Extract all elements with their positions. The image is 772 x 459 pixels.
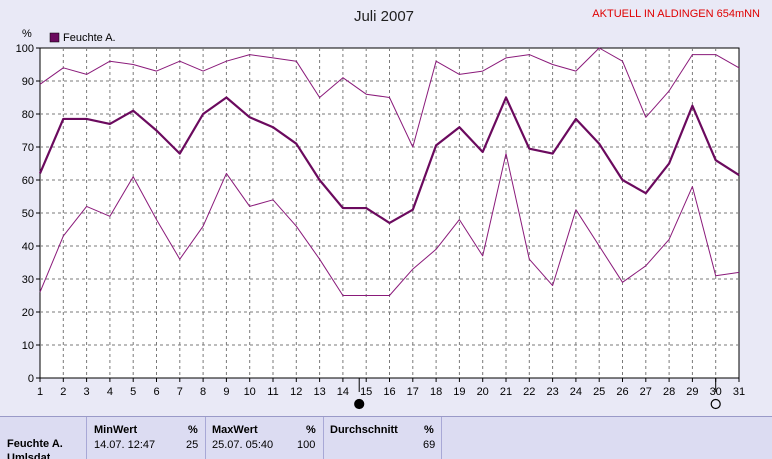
series-line-max (39, 47, 740, 148)
x-tick-label: 16 (383, 386, 395, 398)
x-tick-label: 27 (640, 386, 652, 398)
series-line-mean (38, 96, 740, 224)
x-tick-label: 14 (337, 386, 349, 398)
y-axis-unit: % (22, 28, 32, 40)
avg-value: 69 (423, 439, 436, 451)
x-tick-label: 20 (477, 386, 489, 398)
statistics-panel: Feuchte A. Umlsdat MinWert % 14.07. 12:4… (0, 416, 772, 459)
y-tick-label: 70 (22, 142, 34, 154)
x-tick-label: 13 (313, 386, 325, 398)
avg-header: Durchschnitt (330, 424, 398, 436)
divider (86, 417, 87, 459)
x-tick-label: 9 (223, 386, 229, 398)
x-tick-label: 22 (523, 386, 535, 398)
x-tick-label: 8 (200, 386, 206, 398)
x-tick-label: 2 (60, 386, 66, 398)
x-tick-labels: 1 2 3 4 5 6 7 8 9 10 11 12 13 14 15 16 17 18 19 20 21 22 23 24 2… (37, 378, 745, 398)
x-tick-label: 24 (570, 386, 582, 398)
max-unit: % (306, 424, 316, 436)
x-tick-label: 19 (453, 386, 465, 398)
y-tick-label: 80 (22, 109, 34, 121)
divider (205, 417, 206, 459)
x-tick-label: 28 (663, 386, 675, 398)
legend-swatch (49, 32, 60, 43)
y-tick-label: 60 (22, 175, 34, 187)
series-line-min (39, 153, 740, 296)
y-tick-label: 100 (16, 43, 34, 55)
max-date: 25.07. 05:40 (212, 439, 274, 451)
divider (323, 417, 324, 459)
divider (441, 417, 442, 459)
stats-row-label-2: Umlsdat (7, 452, 51, 459)
y-tick-label: 10 (22, 340, 34, 352)
new-moon-icon (710, 398, 721, 410)
x-tick-label: 12 (290, 386, 302, 398)
max-value: 100 (297, 439, 316, 451)
x-tick-label: 6 (153, 386, 159, 398)
y-tick-label: 20 (22, 307, 34, 319)
x-tick-label: 29 (686, 386, 698, 398)
min-unit: % (188, 424, 198, 436)
x-tick-label: 4 (107, 386, 113, 398)
avg-unit: % (424, 424, 434, 436)
y-tick-label: 50 (22, 208, 34, 220)
y-tick-labels: 0 10 20 30 40 50 60 70 80 90 100 (16, 43, 40, 385)
station-label: AKTUELL IN ALDINGEN 654mNN (592, 8, 760, 20)
x-tick-label: 11 (267, 386, 278, 398)
x-tick-label: 1 (37, 386, 43, 398)
y-tick-label: 30 (22, 274, 34, 286)
x-tick-label: 26 (616, 386, 628, 398)
x-tick-label: 31 (733, 386, 745, 398)
x-tick-label: 3 (84, 386, 90, 398)
max-header: MaxWert (212, 424, 258, 436)
x-tick-label: 10 (244, 386, 256, 398)
moon-markers (354, 378, 721, 410)
x-tick-label: 15 (360, 386, 372, 398)
x-tick-label: 25 (593, 386, 605, 398)
x-tick-label: 17 (407, 386, 419, 398)
stats-row-label: Feuchte A. (7, 438, 63, 450)
x-tick-label: 5 (130, 386, 136, 398)
series-layer (38, 47, 740, 296)
x-tick-label: 18 (430, 386, 442, 398)
min-header: MinWert (94, 424, 138, 436)
min-date: 14.07. 12:47 (94, 439, 156, 451)
x-tick-label: 7 (177, 386, 183, 398)
x-tick-label: 23 (546, 386, 558, 398)
x-tick-label: 21 (500, 386, 512, 398)
y-tick-label: 0 (28, 373, 34, 385)
y-tick-label: 40 (22, 241, 34, 253)
full-moon-icon (354, 398, 365, 410)
legend-label: Feuchte A. (63, 32, 116, 44)
min-value: 25 (186, 439, 199, 451)
chart-title: Juli 2007 (354, 8, 414, 25)
y-tick-label: 90 (22, 76, 34, 88)
